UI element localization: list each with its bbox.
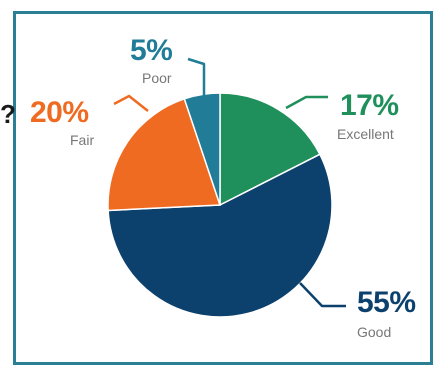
slice-label-good: Good — [357, 324, 391, 340]
leader-line-good — [299, 282, 346, 308]
slice-percent-fair: 20% — [30, 96, 89, 129]
slice-label-fair: Fair — [70, 132, 94, 148]
pie-slices — [107, 92, 333, 318]
slice-percent-poor: 5% — [130, 34, 172, 67]
pie-slice-excellent — [219, 92, 321, 207]
pie-slice-fair — [107, 97, 222, 212]
leader-line-poor — [187, 57, 206, 97]
slice-label-excellent: Excellent — [337, 126, 394, 142]
slice-labels: 17% Excellent 55% Good 20% Fair 5% Poor — [30, 34, 416, 340]
leader-line-fair — [113, 94, 149, 112]
leader-lines — [113, 57, 346, 308]
leader-line-excellent — [285, 95, 328, 110]
question-mark-fragment: ? — [0, 99, 16, 129]
slice-percent-good: 55% — [357, 286, 416, 319]
pie-slice-poor — [183, 92, 221, 206]
slice-percent-excellent: 17% — [340, 89, 399, 122]
pie-slice-good — [107, 153, 333, 318]
slice-label-poor: Poor — [142, 70, 172, 86]
